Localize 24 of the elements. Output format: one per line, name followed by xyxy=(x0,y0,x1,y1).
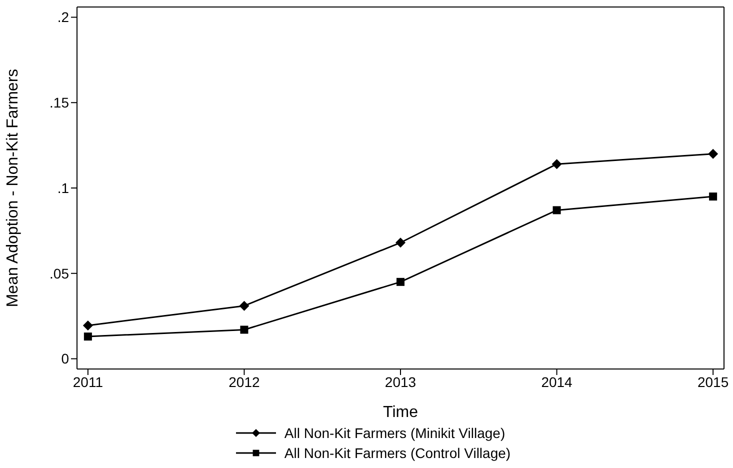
point xyxy=(552,206,561,214)
y-tick-label: .15 xyxy=(50,94,70,111)
y-tick-label: 0 xyxy=(61,350,70,367)
y-tick-label: .2 xyxy=(57,9,70,26)
point xyxy=(239,300,250,311)
point xyxy=(396,238,406,248)
legend-label: All Non-Kit Farmers (Control Village) xyxy=(284,445,511,461)
y-axis-title: Mean Adoption - Non-Kit Farmers xyxy=(4,68,22,308)
point xyxy=(82,320,93,330)
x-tick-label: 2012 xyxy=(228,374,260,390)
point xyxy=(396,278,404,286)
point xyxy=(708,148,718,159)
y-tick-label: .05 xyxy=(50,265,70,282)
x-tick-label: 2011 xyxy=(72,374,104,390)
y-tick-label: .1 xyxy=(57,180,70,196)
x-tick-label: 2015 xyxy=(697,374,729,390)
x-tick-label: 2014 xyxy=(541,374,573,390)
point xyxy=(709,192,718,201)
legend-label: All Non-Kit Farmers (Minikit Village) xyxy=(284,425,506,441)
x-axis-title: Time xyxy=(383,404,418,421)
point xyxy=(84,332,92,341)
x-tick-label: 2013 xyxy=(384,374,416,390)
point xyxy=(552,159,562,170)
point xyxy=(240,326,248,334)
